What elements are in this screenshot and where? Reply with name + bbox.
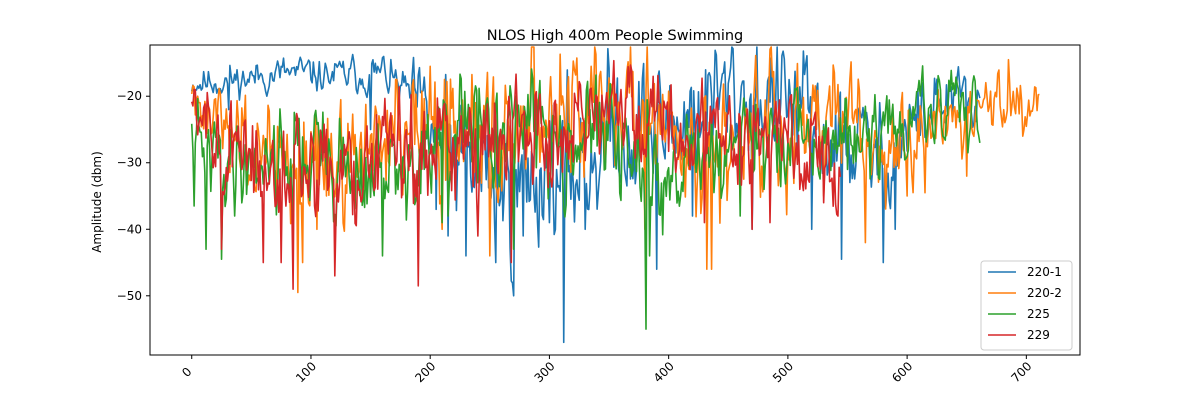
y-axis-label: Amplitude (dbm) [90, 151, 104, 253]
series-line [190, 65, 981, 330]
series-line [190, 59, 842, 290]
legend-label: 225 [1027, 307, 1050, 321]
legend-label: 229 [1027, 328, 1050, 342]
y-axis: −50 −40 −30 −20 [117, 89, 150, 303]
chart-title: NLOS High 400m People Swimming [487, 28, 744, 44]
legend-label: 220-1 [1027, 265, 1062, 279]
legend-box [980, 260, 1073, 351]
legend-label: 220-2 [1027, 286, 1062, 300]
y-tick-label: −50 [117, 289, 142, 303]
y-tick-label: −40 [117, 222, 142, 236]
series-layer [190, 46, 1040, 344]
plot-frame [149, 44, 1081, 356]
y-tick-label: −20 [117, 89, 142, 103]
y-tick-label: −30 [117, 156, 142, 170]
legend: 220-1 220-2 225 229 [980, 260, 1073, 351]
